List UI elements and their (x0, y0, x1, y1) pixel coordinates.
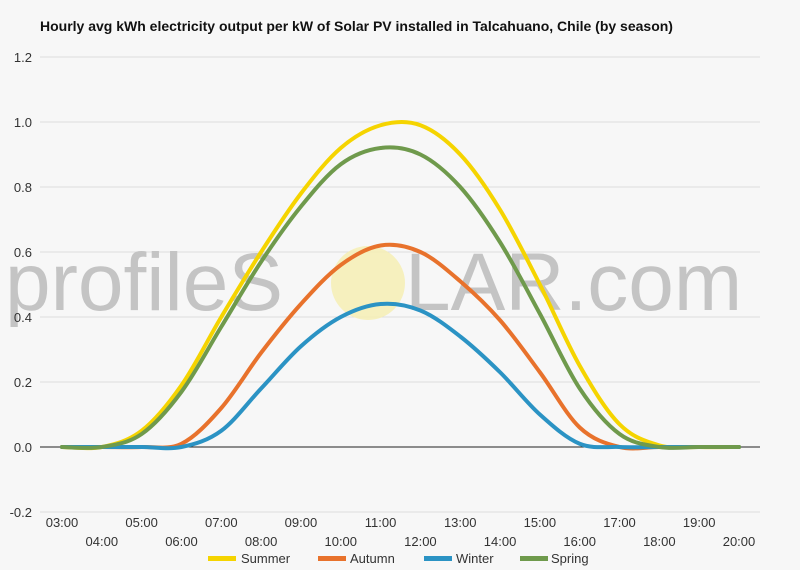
watermark-sun-icon (331, 246, 405, 320)
watermark-text-left: profileS (5, 237, 283, 328)
series-line-summer (60, 120, 741, 451)
legend-swatch (318, 556, 346, 561)
legend-item-autumn: Autumn (318, 551, 395, 566)
legend-swatch (424, 556, 452, 561)
y-axis-ticks: -0.2 0.0 0.2 0.4 0.6 0.8 1.0 1.2 (10, 50, 32, 520)
x-tick-label: 15:00 (524, 515, 557, 530)
x-tick-label: 18:00 (643, 534, 676, 549)
x-tick-label: 09:00 (285, 515, 318, 530)
y-tick-label: 0.0 (14, 440, 32, 455)
x-tick-label: 19:00 (683, 515, 716, 530)
legend-label: Winter (456, 551, 494, 566)
series-line-winter (60, 301, 741, 451)
x-tick-label: 03:00 (46, 515, 79, 530)
series-layer (60, 120, 741, 451)
x-tick-label: 04:00 (86, 534, 119, 549)
x-tick-label: 13:00 (444, 515, 477, 530)
x-tick-label: 10:00 (324, 534, 357, 549)
legend-item-spring: Spring (520, 551, 589, 566)
y-tick-label: 0.6 (14, 245, 32, 260)
legend-item-winter: Winter (424, 551, 494, 566)
x-tick-label: 08:00 (245, 534, 278, 549)
y-tick-label: 1.2 (14, 50, 32, 65)
x-tick-label: 05:00 (125, 515, 158, 530)
x-tick-label: 11:00 (365, 515, 397, 530)
x-tick-label: 07:00 (205, 515, 238, 530)
legend: Summer Autumn Winter Spring (208, 551, 589, 566)
legend-swatch (208, 556, 236, 561)
legend-swatch (520, 556, 548, 561)
x-axis-ticks: 03:00 04:00 05:00 06:00 07:00 08:00 09:00 10:00… (46, 515, 756, 549)
x-tick-label: 16:00 (563, 534, 596, 549)
grid-layer (40, 56, 760, 513)
x-tick-label: 06:00 (165, 534, 198, 549)
y-tick-label: 0.4 (14, 310, 32, 325)
legend-label: Summer (241, 551, 291, 566)
x-tick-label: 14:00 (484, 534, 517, 549)
y-tick-label: 0.8 (14, 180, 32, 195)
legend-label: Autumn (350, 551, 395, 566)
x-tick-label: 17:00 (603, 515, 636, 530)
x-tick-label: 12:00 (404, 534, 437, 549)
watermark: profileS LAR.com (5, 237, 742, 328)
watermark-text-right: LAR.com (405, 237, 742, 328)
legend-item-summer: Summer (208, 551, 291, 566)
legend-label: Spring (551, 551, 589, 566)
x-tick-label: 20:00 (723, 534, 756, 549)
y-tick-label: 1.0 (14, 115, 32, 130)
y-tick-label: -0.2 (10, 505, 32, 520)
series-line-spring (60, 145, 741, 450)
chart-title: Hourly avg kWh electricity output per kW… (40, 18, 673, 34)
y-tick-label: 0.2 (14, 375, 32, 390)
